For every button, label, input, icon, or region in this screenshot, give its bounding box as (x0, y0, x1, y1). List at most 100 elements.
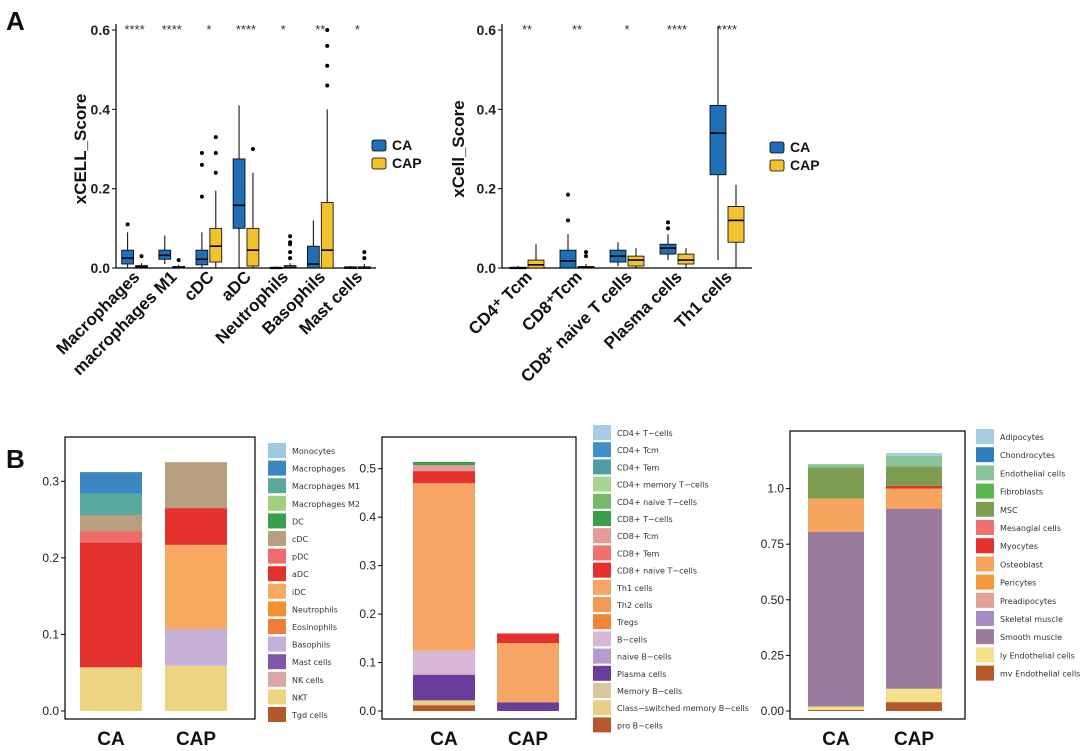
box-cap (320, 202, 334, 269)
legend-label: Basophils (292, 641, 330, 650)
legend-label: CA (392, 137, 412, 153)
bar-segment (808, 709, 864, 711)
outlier-point (199, 194, 204, 199)
legend-swatch (268, 707, 286, 722)
y-tick-label: 0.6 (91, 22, 111, 38)
x-category-label: CAP (176, 729, 216, 750)
y-tick-label: 0.2 (359, 607, 376, 621)
bar-segment (165, 508, 227, 545)
legend-swatch (268, 671, 286, 687)
legend-swatch (268, 689, 286, 705)
box-cap (627, 255, 645, 267)
outlier-point (288, 234, 293, 239)
legend-label: Smooth muscle (1000, 633, 1062, 642)
stacked-bar-lymphoid-cells: 0.0 0.1 0.2 0.3 0.4 0.5 CA CAP CD4+ T−cells CD4+ … (359, 425, 749, 750)
bar-segment (80, 515, 142, 532)
bar-segment (80, 472, 142, 494)
legend-swatch (976, 647, 994, 663)
y-tick-label: 0.6 (477, 22, 497, 38)
outlier-point (199, 162, 204, 167)
box-cap (727, 206, 745, 243)
legend-label: Tregs (616, 618, 638, 627)
outlier-point (566, 192, 570, 197)
outlier-point (213, 150, 218, 155)
bar-segment (808, 498, 864, 532)
legend-swatch (976, 574, 994, 590)
outlier-point (666, 226, 670, 231)
bar-segment (413, 483, 475, 651)
bar-segment (497, 643, 559, 703)
outlier-point (362, 250, 367, 255)
legend-swatch (593, 425, 611, 440)
legend-label: CD4+ T−cells (617, 429, 673, 438)
legend-label: CD4+ memory T−cells (617, 481, 709, 490)
legend-swatch (268, 566, 286, 582)
bar-segment (80, 531, 142, 543)
legend-label: Macrophages M2 (292, 500, 360, 509)
legend-swatch (593, 717, 611, 733)
bar-segment (413, 471, 475, 484)
legend-label: Myocytes (1000, 542, 1038, 551)
legend-swatch (593, 528, 611, 544)
bar-segment (80, 493, 142, 515)
legend-label: Fibroblasts (1000, 488, 1043, 497)
legend-swatch (593, 442, 611, 458)
legend-label: CAP (392, 155, 422, 171)
legend-swatch (976, 429, 994, 444)
bar-segment (80, 667, 142, 711)
legend-label: CD4+ Tem (617, 463, 660, 472)
bar-segment (886, 466, 942, 486)
box-ca (121, 249, 134, 265)
legend-swatch (976, 520, 994, 535)
bar-segment (808, 464, 864, 468)
legend-swatch (268, 654, 286, 670)
legend-swatch (268, 601, 286, 617)
legend-swatch (268, 583, 286, 599)
legend-label: cDC (292, 535, 309, 544)
legend-swatch-cap (371, 157, 387, 170)
outlier-point (584, 254, 588, 259)
bar-segment (165, 544, 227, 630)
legend-label: pDC (292, 553, 309, 562)
significance-label: **** (236, 22, 256, 37)
legend-label: Preadipocytes (1000, 597, 1056, 606)
bar-segment (808, 531, 864, 707)
legend-label: CD4+ Tcm (617, 446, 659, 455)
outlier-point (213, 170, 218, 175)
outlier-point (325, 83, 330, 88)
legend-swatch (593, 511, 611, 526)
significance-label: **** (667, 22, 687, 37)
significance-label: * (624, 22, 629, 37)
significance-label: ** (572, 22, 582, 37)
legend-swatch (976, 592, 994, 608)
legend-label: Pericytes (1000, 579, 1036, 588)
box-ca (709, 104, 727, 176)
legend-label: ly Endothelial cells (1000, 651, 1075, 660)
bar-segment (165, 629, 227, 666)
legend-swatch (976, 501, 994, 517)
box-cap (246, 227, 260, 267)
bar-segment (886, 688, 942, 703)
outlier-point (288, 240, 293, 245)
x-category-label: cDC (180, 267, 217, 304)
y-tick-label: 0.0 (42, 704, 59, 718)
legend-label: CD8+ naive T−cells (617, 567, 697, 576)
outlier-point (250, 147, 255, 151)
plot-frame (381, 436, 577, 720)
y-tick-label: 0.4 (359, 510, 376, 524)
outlier-point (139, 254, 144, 259)
bar-segment (413, 461, 475, 466)
legend-label: Memory B−cells (617, 687, 682, 696)
outlier-point (288, 256, 293, 261)
legend-label: Th2 cells (616, 601, 653, 610)
outlier-point (325, 63, 330, 68)
y-axis-title: xCELL_Score (71, 94, 90, 205)
bar-segment (413, 700, 475, 706)
box-ca (659, 243, 677, 255)
legend-label: Tgd cells (291, 711, 328, 720)
legend-label: Class−switched memory B−cells (617, 704, 749, 713)
legend-label: Macrophages M1 (292, 482, 360, 491)
outlier-point (125, 222, 130, 227)
